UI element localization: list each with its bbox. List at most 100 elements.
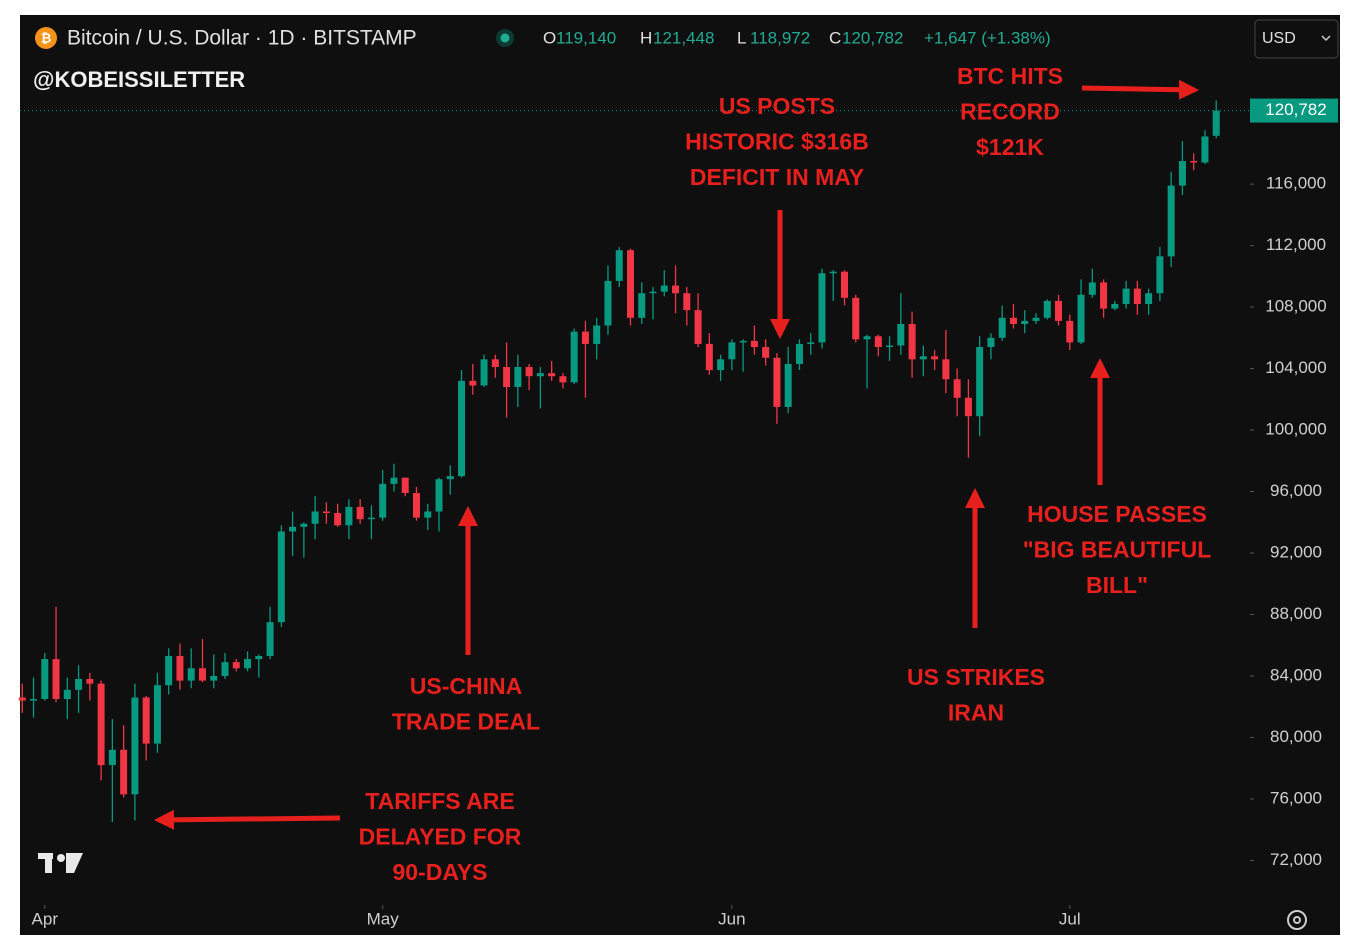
candle-body (334, 513, 342, 526)
candle-body (131, 697, 139, 795)
annotation-text: BILL" (1086, 572, 1148, 598)
candle-body (1043, 300, 1051, 318)
annotation-text: US-CHINA (410, 673, 522, 699)
candle-body (379, 483, 387, 518)
ohlc-value: 118,972 (750, 28, 810, 47)
annotation-text: TARIFFS ARE (365, 788, 515, 814)
candle-body (694, 310, 702, 344)
candle-body (784, 363, 792, 407)
ohlc-key: C (829, 28, 841, 47)
candle-body (1201, 136, 1209, 163)
candle-body (626, 250, 634, 318)
candle-body (942, 359, 950, 380)
annotation-text: RECORD (960, 99, 1060, 125)
watermark: @KOBEISSILETTER (33, 67, 245, 92)
candle-body (717, 359, 725, 371)
currency-label: USD (1262, 30, 1296, 47)
ohlc-value: 120,782 (842, 28, 903, 47)
ohlc-value: 121,448 (653, 28, 714, 47)
candle-body (277, 531, 285, 623)
y-tick-label: 72,000 (1270, 850, 1322, 869)
annotation-text: $121K (976, 134, 1044, 160)
annotation-text: US STRIKES (907, 664, 1045, 690)
candle-body (435, 479, 443, 512)
candle-body (266, 622, 274, 656)
x-tick-label: May (367, 909, 400, 928)
candle-body (852, 297, 860, 340)
ohlc-key: L (737, 28, 746, 47)
candle-body (41, 659, 49, 700)
candle-body (63, 689, 71, 700)
bitcoin-icon-glyph: ₿ (41, 30, 52, 45)
y-tick-label: 108,000 (1265, 297, 1326, 316)
candle-body (1156, 256, 1164, 294)
candle-body (311, 511, 319, 524)
y-tick-label: 76,000 (1270, 788, 1322, 807)
candle-body (458, 380, 466, 477)
y-tick-label: 100,000 (1265, 420, 1326, 439)
annotation-arrow (1081, 79, 1199, 100)
candle-body (908, 323, 916, 360)
candle-body (1009, 317, 1017, 324)
tv-logo (38, 853, 83, 873)
candle-body (829, 271, 837, 274)
candle-body (390, 477, 398, 484)
candle-body (570, 331, 578, 383)
settings-icon[interactable] (1287, 910, 1307, 930)
candle-body (548, 373, 556, 377)
y-tick-label: 84,000 (1270, 665, 1322, 684)
annotation-text: DEFICIT IN MAY (690, 164, 864, 190)
y-tick-label: 92,000 (1270, 542, 1322, 561)
candle-body (1077, 294, 1085, 343)
candle-body (604, 280, 612, 326)
candle-body (773, 357, 781, 407)
candle-body (244, 659, 252, 669)
candle-body (52, 659, 60, 700)
candle-body (153, 685, 161, 744)
candle-body (897, 323, 905, 346)
candle-body (503, 367, 511, 387)
candle-body (649, 291, 657, 294)
currency-button[interactable] (1254, 19, 1339, 59)
candle-body (97, 683, 105, 766)
x-tick-label: Jul (1059, 909, 1081, 928)
candle-body (683, 293, 691, 311)
candle-body (480, 359, 488, 386)
candle-body (762, 347, 770, 358)
candle-body (795, 343, 803, 364)
candle-body (176, 655, 184, 681)
candle-body (412, 493, 420, 518)
y-tick-label: 104,000 (1265, 358, 1326, 377)
candle-body (165, 655, 173, 686)
candle-body (987, 337, 995, 348)
candle-body (886, 345, 894, 348)
candle-body (919, 356, 927, 360)
status-dot (500, 33, 510, 43)
x-tick-label: Jun (718, 909, 745, 928)
candle-body (536, 373, 544, 377)
annotation-text: HOUSE PASSES (1027, 501, 1207, 527)
ohlc-key: H (640, 28, 652, 47)
candle-body (807, 342, 815, 344)
candle-body (446, 476, 454, 480)
candle-body (86, 679, 94, 684)
annotation-text: "BIG BEAUTIFUL (1023, 537, 1212, 563)
candle-body (998, 317, 1006, 338)
candle-body (142, 697, 150, 744)
candle-body (593, 325, 601, 344)
x-tick-label: Apr (32, 909, 59, 928)
candle-body (1111, 303, 1119, 309)
candle-body (30, 699, 38, 701)
annotation-text: US POSTS (719, 93, 835, 119)
candle-body (300, 523, 308, 527)
candle-body (1122, 288, 1130, 304)
candle-body (491, 359, 499, 368)
annotation-text: DELAYED FOR (359, 824, 522, 850)
candle-body (221, 662, 229, 676)
candle-body (1055, 300, 1063, 321)
candle-body (367, 517, 375, 520)
candle-body (615, 250, 623, 281)
price-change: +1,647 (+1.38%) (924, 28, 1051, 47)
candle-body (863, 336, 871, 340)
